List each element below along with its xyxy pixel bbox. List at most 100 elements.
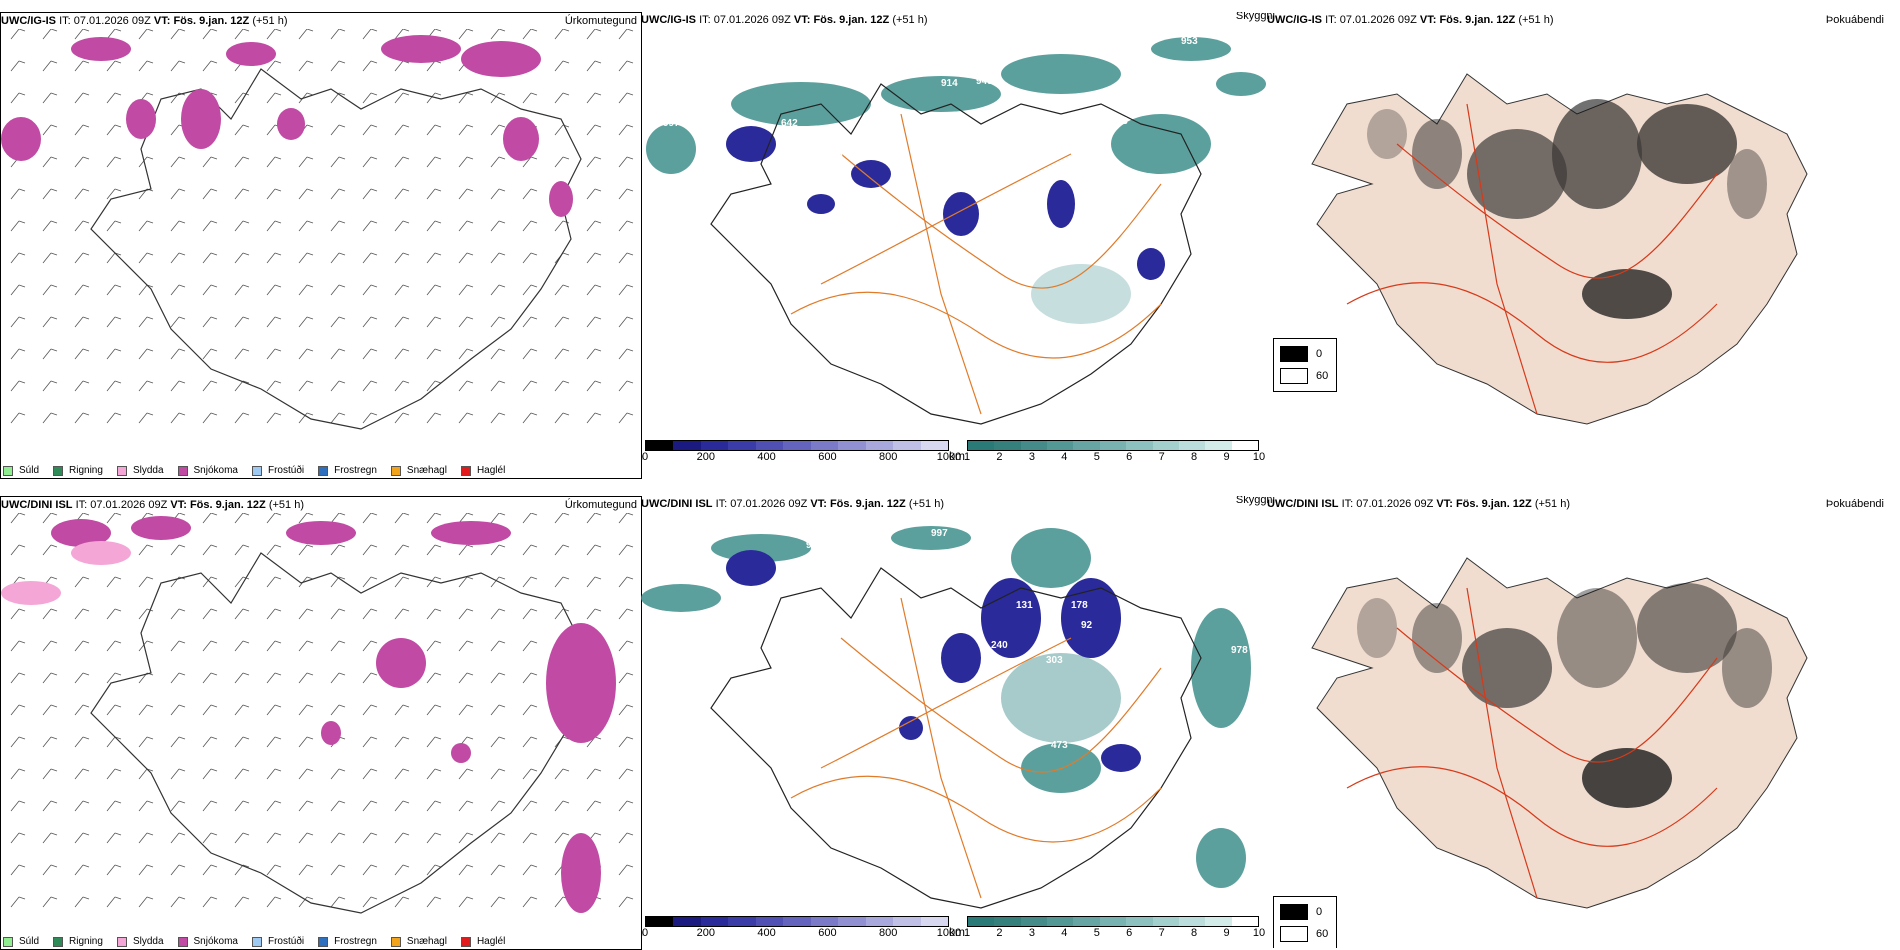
teal-areas (646, 37, 1266, 324)
wind-barb (490, 864, 506, 876)
wind-barb (298, 544, 314, 556)
colorbar-tick-label: 1 (963, 451, 971, 463)
visibility-colorbar-bar (967, 916, 1259, 927)
wind-barb (490, 124, 506, 136)
wind-barb (394, 188, 410, 200)
wind-barb (362, 896, 378, 908)
wind-barb (394, 156, 410, 168)
wind-barb (362, 640, 378, 652)
precip-legend-label: Súld (19, 465, 40, 476)
precip-legend-swatch (318, 936, 329, 947)
blue-areas (726, 550, 1141, 772)
wind-barb (266, 640, 282, 652)
precip-legend-item: Snæhagl (390, 936, 447, 947)
wind-barb (458, 768, 474, 780)
wind-barb (106, 896, 122, 908)
wind-barb (490, 513, 506, 524)
wind-barb (42, 768, 58, 780)
wind-barb (618, 513, 634, 524)
panel-header: UWC/DINI ISL IT: 07.01.2026 09Z VT: Fös.… (641, 498, 944, 510)
wind-barb (426, 896, 442, 908)
wind-barb (234, 252, 250, 264)
colorbar-tick-label: 600 (818, 927, 837, 939)
precip-legend-label: Rigning (69, 936, 103, 947)
visibility-panel-bottom: UWC/DINI ISL IT: 07.01.2026 09Z VT: Fös.… (641, 496, 1277, 948)
fog-areas (1367, 99, 1767, 319)
wind-barb (522, 156, 538, 168)
wind-barb (586, 576, 602, 588)
precip-legend-item: Snjókoma (177, 936, 238, 947)
visibility-value: 677 (1136, 236, 1153, 247)
precip-legend-swatch (53, 465, 64, 476)
wind-barb (458, 864, 474, 876)
precip-legend-item: Frostúði (251, 465, 305, 476)
wind-barb (394, 252, 410, 264)
colorbar-tick-label: 200 (696, 927, 715, 939)
wind-barb (522, 544, 538, 556)
wind-barb (458, 124, 474, 136)
precip-type-panel-bottom: UWC/DINI ISL IT: 07.01.2026 09Z VT: Fös.… (0, 496, 642, 950)
wind-barb (298, 640, 314, 652)
wind-barb (138, 220, 154, 232)
colorbar-tick-label: 10 (1252, 927, 1266, 939)
wind-barb (74, 412, 90, 424)
colorbar-tick-label: 2 (996, 927, 1003, 939)
wind-barb (458, 513, 474, 524)
wind-barb (522, 412, 538, 424)
wind-barb (490, 576, 506, 588)
wind-barb (586, 156, 602, 168)
wind-barb (426, 832, 442, 844)
colorbar-tick-label: 400 (757, 927, 776, 939)
iceland-outline (710, 83, 1202, 425)
wind-barb (10, 896, 26, 908)
precip-legend-label: Snæhagl (406, 936, 447, 947)
wind-barb (490, 768, 506, 780)
panel-title: Skyggni (1235, 12, 1275, 22)
wind-barb (170, 864, 186, 876)
wind-barb (74, 29, 90, 40)
wind-barb (458, 412, 474, 424)
wind-barb (10, 672, 26, 684)
wind-barb (522, 896, 538, 908)
wind-barb (42, 92, 58, 104)
wind-barb (394, 60, 410, 72)
wind-barb (74, 380, 90, 392)
visibility-unit: km (949, 449, 965, 463)
wind-barb (298, 768, 314, 780)
wind-barb (330, 832, 346, 844)
precip-legend-label: Frostúði (267, 465, 305, 476)
wind-barb (522, 832, 538, 844)
wind-barb (266, 220, 282, 232)
precip-legend-swatch (116, 465, 127, 476)
wind-barb (266, 896, 282, 908)
wind-barb (106, 576, 122, 588)
visibility-value: 642 (781, 118, 798, 129)
altitude-colorbar: 0 200 400 600 800 1000 m (641, 916, 961, 939)
wind-barb (202, 576, 218, 588)
wind-barb (362, 544, 378, 556)
wind-barb (490, 896, 506, 908)
wind-barb (330, 640, 346, 652)
altitude-colorbar-bar (645, 440, 949, 451)
wind-barb (202, 608, 218, 620)
wind-barb (394, 220, 410, 232)
precip-legend-swatch (318, 465, 329, 476)
wind-barb (266, 92, 282, 104)
wind-barbs (10, 513, 634, 908)
wind-barb (10, 768, 26, 780)
wind-barb (330, 380, 346, 392)
wind-barb (170, 29, 186, 40)
precip-legend-swatch (251, 936, 262, 947)
wind-barb (170, 316, 186, 328)
fog-map (1311, 557, 1808, 909)
wind-barb (458, 252, 474, 264)
wind-barb (298, 29, 314, 40)
wind-barb (458, 348, 474, 360)
wind-barb (330, 60, 346, 72)
wind-barb (42, 640, 58, 652)
colorbar-tick-label: 9 (1223, 451, 1230, 463)
wind-barb (330, 864, 346, 876)
wind-barb (106, 220, 122, 232)
wind-barb (266, 316, 282, 328)
wind-barb (202, 640, 218, 652)
